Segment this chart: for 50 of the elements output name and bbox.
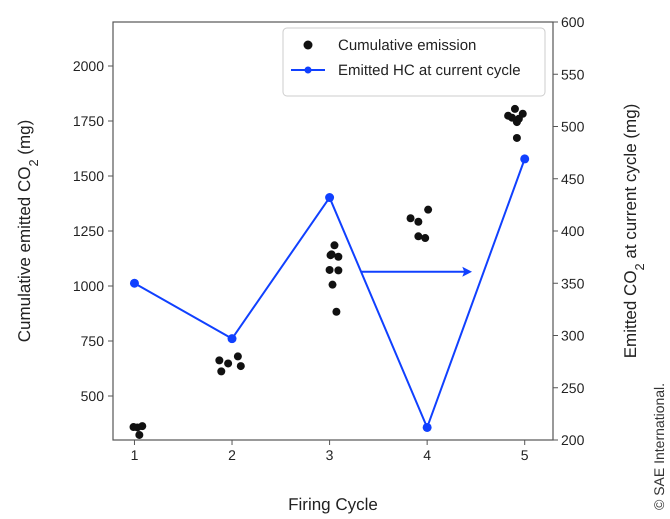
point bbox=[328, 280, 337, 289]
point bbox=[130, 278, 139, 288]
point bbox=[330, 241, 338, 250]
point bbox=[326, 266, 334, 274]
point bbox=[421, 234, 430, 242]
point bbox=[332, 308, 340, 316]
y2-tick-label: 500 bbox=[561, 118, 585, 134]
point bbox=[236, 362, 245, 370]
x-axis-title: Firing Cycle bbox=[288, 495, 378, 514]
y2-tick-label: 350 bbox=[561, 275, 585, 292]
y-tick-label: 1500 bbox=[72, 168, 104, 184]
point bbox=[215, 356, 224, 364]
x-tick-label: 5 bbox=[520, 447, 529, 463]
y-tick-label: 500 bbox=[80, 388, 104, 404]
y2-tick-label: 600 bbox=[561, 14, 585, 30]
x-tick-label: 2 bbox=[228, 447, 236, 463]
y-tick-label: 750 bbox=[80, 333, 104, 349]
x-tick-label: 1 bbox=[130, 447, 139, 463]
y2-tick-label: 400 bbox=[561, 223, 585, 239]
point bbox=[224, 359, 232, 368]
legend-label: Cumulative emission bbox=[338, 37, 476, 54]
point bbox=[512, 134, 521, 142]
y-tick-label: 2000 bbox=[72, 58, 104, 74]
y-tick-label: 1000 bbox=[72, 278, 104, 294]
y2-tick-label: 250 bbox=[561, 380, 585, 396]
point bbox=[135, 430, 144, 439]
point bbox=[217, 367, 226, 376]
point bbox=[414, 218, 422, 226]
point bbox=[334, 252, 342, 261]
x-tick-label: 3 bbox=[326, 447, 334, 463]
y2-tick-label: 300 bbox=[561, 328, 585, 344]
legend-label: Emitted HC at current cycle bbox=[338, 62, 521, 79]
point bbox=[422, 422, 432, 432]
point bbox=[414, 232, 422, 240]
point bbox=[520, 154, 530, 164]
y2-tick-label: 450 bbox=[561, 170, 585, 187]
point bbox=[406, 214, 415, 222]
point bbox=[334, 266, 342, 274]
y2-tick-label: 200 bbox=[561, 432, 585, 448]
point bbox=[234, 352, 242, 360]
point bbox=[138, 422, 146, 430]
y-tick-label: 1750 bbox=[72, 113, 104, 129]
text: © SAE International. bbox=[651, 382, 667, 510]
y-tick-label: 1250 bbox=[72, 223, 104, 239]
x-tick-label: 4 bbox=[423, 447, 432, 463]
point bbox=[228, 334, 237, 344]
y2-tick-label: 550 bbox=[561, 66, 585, 82]
point bbox=[424, 206, 432, 214]
point bbox=[510, 104, 519, 113]
point bbox=[325, 193, 334, 202]
